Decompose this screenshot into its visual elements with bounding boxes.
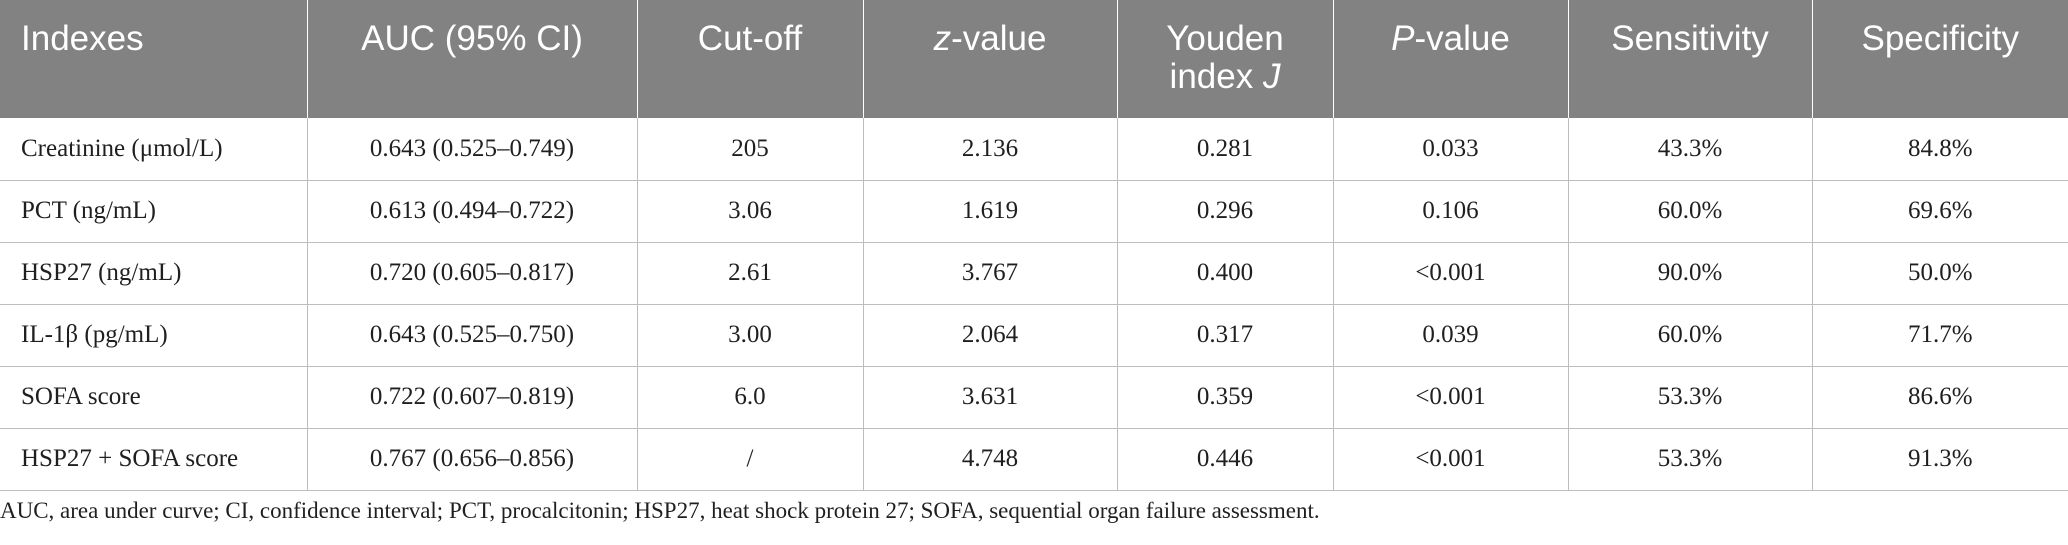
cell-specificity: 84.8%: [1812, 118, 2068, 181]
cell-p-value: 0.106: [1333, 180, 1569, 243]
header-indexes: Indexes: [0, 0, 308, 118]
cell-p-value: 0.039: [1333, 304, 1569, 367]
cell-z-value: 4.748: [863, 428, 1118, 491]
header-youden-index: Youden index J: [1117, 0, 1334, 118]
cell-specificity: 50.0%: [1812, 242, 2068, 305]
cell-specificity: 69.6%: [1812, 180, 2068, 243]
cell-cutoff: 2.61: [637, 242, 864, 305]
cell-z-value: 3.631: [863, 366, 1118, 429]
cell-index: PCT (ng/mL): [0, 180, 308, 243]
cell-auc: 0.643 (0.525–0.749): [307, 118, 638, 181]
cell-z-value: 3.767: [863, 242, 1118, 305]
header-sensitivity: Sensitivity: [1568, 0, 1813, 118]
header-row: Indexes AUC (95% CI) Cut-off z-value You…: [0, 0, 2068, 118]
cell-cutoff: 205: [637, 118, 864, 181]
cell-cutoff: 6.0: [637, 366, 864, 429]
header-p-value: P-value: [1333, 0, 1569, 118]
cell-specificity: 71.7%: [1812, 304, 2068, 367]
header-z-value: z-value: [863, 0, 1118, 118]
cell-cutoff: /: [637, 428, 864, 491]
cell-youden: 0.281: [1117, 118, 1334, 181]
header-specificity: Specificity: [1812, 0, 2068, 118]
cell-auc: 0.767 (0.656–0.856): [307, 428, 638, 491]
roc-results-table: Indexes AUC (95% CI) Cut-off z-value You…: [0, 0, 2068, 491]
cell-auc: 0.722 (0.607–0.819): [307, 366, 638, 429]
table-row: PCT (ng/mL) 0.613 (0.494–0.722) 3.06 1.6…: [0, 180, 2068, 243]
cell-z-value: 2.064: [863, 304, 1118, 367]
cell-index: SOFA score: [0, 366, 308, 429]
table-footnote: AUC, area under curve; CI, confidence in…: [0, 498, 1320, 523]
cell-sensitivity: 43.3%: [1568, 118, 1813, 181]
table-row: SOFA score 0.722 (0.607–0.819) 6.0 3.631…: [0, 366, 2068, 429]
cell-p-value: 0.033: [1333, 118, 1569, 181]
cell-sensitivity: 53.3%: [1568, 428, 1813, 491]
header-cutoff: Cut-off: [637, 0, 864, 118]
cell-p-value: <0.001: [1333, 366, 1569, 429]
cell-youden: 0.359: [1117, 366, 1334, 429]
table-row: HSP27 + SOFA score 0.767 (0.656–0.856) /…: [0, 428, 2068, 491]
cell-cutoff: 3.06: [637, 180, 864, 243]
cell-p-value: <0.001: [1333, 428, 1569, 491]
cell-z-value: 2.136: [863, 118, 1118, 181]
cell-sensitivity: 90.0%: [1568, 242, 1813, 305]
cell-p-value: <0.001: [1333, 242, 1569, 305]
cell-index: HSP27 + SOFA score: [0, 428, 308, 491]
cell-auc: 0.720 (0.605–0.817): [307, 242, 638, 305]
cell-youden: 0.296: [1117, 180, 1334, 243]
cell-index: IL-1β (pg/mL): [0, 304, 308, 367]
cell-youden: 0.446: [1117, 428, 1334, 491]
cell-index: Creatinine (μmol/L): [0, 118, 308, 181]
table-row: Creatinine (μmol/L) 0.643 (0.525–0.749) …: [0, 118, 2068, 181]
cell-youden: 0.317: [1117, 304, 1334, 367]
cell-auc: 0.643 (0.525–0.750): [307, 304, 638, 367]
cell-sensitivity: 60.0%: [1568, 180, 1813, 243]
cell-specificity: 91.3%: [1812, 428, 2068, 491]
cell-auc: 0.613 (0.494–0.722): [307, 180, 638, 243]
cell-index: HSP27 (ng/mL): [0, 242, 308, 305]
header-auc: AUC (95% CI): [307, 0, 638, 118]
cell-specificity: 86.6%: [1812, 366, 2068, 429]
cell-z-value: 1.619: [863, 180, 1118, 243]
cell-cutoff: 3.00: [637, 304, 864, 367]
cell-youden: 0.400: [1117, 242, 1334, 305]
cell-sensitivity: 60.0%: [1568, 304, 1813, 367]
table-row: IL-1β (pg/mL) 0.643 (0.525–0.750) 3.00 2…: [0, 304, 2068, 367]
cell-sensitivity: 53.3%: [1568, 366, 1813, 429]
table-row: HSP27 (ng/mL) 0.720 (0.605–0.817) 2.61 3…: [0, 242, 2068, 305]
